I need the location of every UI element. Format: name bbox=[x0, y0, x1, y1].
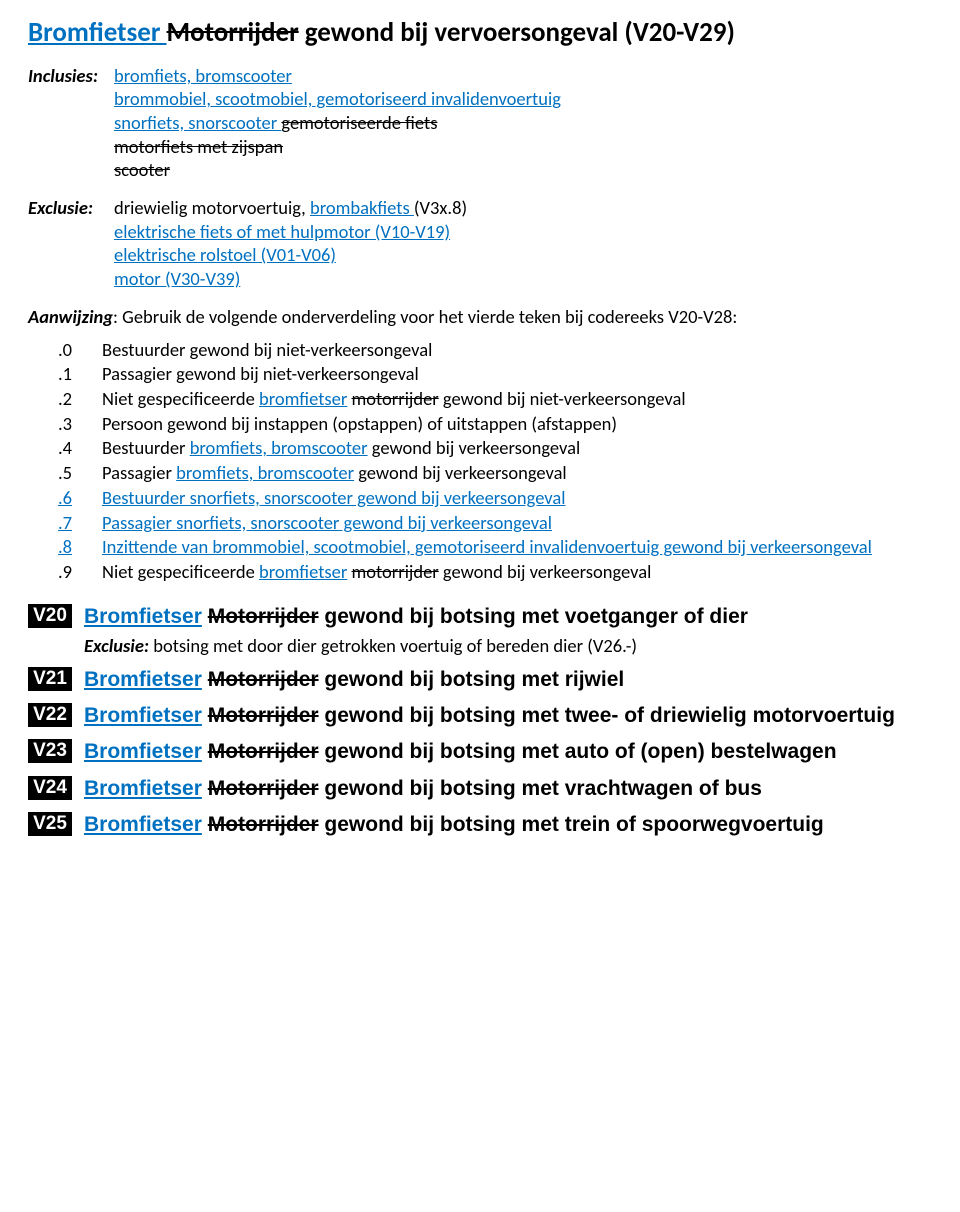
inclusies-block: Inclusies: bromfiets, bromscooterbrommob… bbox=[28, 64, 932, 182]
code-row: V25 Bromfietser Motorrijder gewond bij bo… bbox=[28, 812, 932, 838]
subdivision-number: .1 bbox=[28, 362, 102, 386]
subdivision-text: Passagier bromfiets, bromscooter gewond … bbox=[102, 461, 932, 485]
subdivision-number: .6 bbox=[28, 486, 102, 510]
subdivision-text: Niet gespecificeerde bromfietser motorri… bbox=[102, 560, 932, 584]
subdivision-number: .0 bbox=[28, 338, 102, 362]
exclusie-label: Exclusie: bbox=[28, 196, 114, 291]
code-row: V21 Bromfietser Motorrijder gewond bij bo… bbox=[28, 667, 932, 693]
aanwijzing-label: Aanwijzing bbox=[28, 305, 113, 328]
code-body: Bromfietser Motorrijder gewond bij botsi… bbox=[84, 703, 932, 729]
code-list: V20 Bromfietser Motorrijder gewond bij bo… bbox=[28, 604, 932, 839]
code-badge: V23 bbox=[28, 739, 72, 763]
meta-line: motor (V30-V39) bbox=[114, 267, 932, 291]
code-row: V20 Bromfietser Motorrijder gewond bij bo… bbox=[28, 604, 932, 657]
subdivision-row: .4Bestuurder bromfiets, bromscooter gewo… bbox=[28, 436, 932, 460]
code-badge: V22 bbox=[28, 703, 72, 727]
code-row: V22 Bromfietser Motorrijder gewond bij bo… bbox=[28, 703, 932, 729]
subdivision-number: .2 bbox=[28, 387, 102, 411]
meta-line: elektrische rolstoel (V01-V06) bbox=[114, 243, 932, 267]
subdivision-number: .4 bbox=[28, 436, 102, 460]
subdivision-row: .7Passagier snorfiets, snorscooter gewon… bbox=[28, 511, 932, 535]
subdivision-text: Niet gespecificeerde bromfietser motorri… bbox=[102, 387, 932, 411]
code-title: Bromfietser Motorrijder gewond bij botsi… bbox=[84, 703, 932, 729]
code-title: Bromfietser Motorrijder gewond bij botsi… bbox=[84, 812, 932, 838]
subdivision-text: Inzittende van brommobiel, scootmobiel, … bbox=[102, 535, 932, 559]
subdivision-row: .2Niet gespecificeerde bromfietser motor… bbox=[28, 387, 932, 411]
code-note: Exclusie: botsing met door dier getrokke… bbox=[84, 634, 932, 657]
code-badge: V25 bbox=[28, 812, 72, 836]
code-body: Bromfietser Motorrijder gewond bij botsi… bbox=[84, 812, 932, 838]
meta-line: snorfiets, snorscooter gemotoriseerde fi… bbox=[114, 111, 932, 135]
subdivision-text: Bestuurder gewond bij niet-verkeersongev… bbox=[102, 338, 932, 362]
exclusie-body: driewielig motorvoertuig, brombakfiets (… bbox=[114, 196, 932, 291]
code-title: Bromfietser Motorrijder gewond bij botsi… bbox=[84, 604, 932, 630]
code-body: Bromfietser Motorrijder gewond bij botsi… bbox=[84, 667, 932, 693]
subdivision-row: .8Inzittende van brommobiel, scootmobiel… bbox=[28, 535, 932, 559]
code-title: Bromfietser Motorrijder gewond bij botsi… bbox=[84, 667, 932, 693]
code-badge: V24 bbox=[28, 776, 72, 800]
document-page: Bromfietser Motorrijder gewond bij vervo… bbox=[0, 0, 960, 878]
subdivision-row: .1Passagier gewond bij niet-verkeersonge… bbox=[28, 362, 932, 386]
code-badge: V21 bbox=[28, 667, 72, 691]
meta-line: motorfiets met zijspan bbox=[114, 135, 932, 159]
subdivision-text: Passagier snorfiets, snorscooter gewond … bbox=[102, 511, 932, 535]
meta-line: scooter bbox=[114, 158, 932, 182]
meta-line: elektrische fiets of met hulpmotor (V10-… bbox=[114, 220, 932, 244]
subdivision-text: Bestuurder bromfiets, bromscooter gewond… bbox=[102, 436, 932, 460]
inclusies-body: bromfiets, bromscooterbrommobiel, scootm… bbox=[114, 64, 932, 182]
subdivision-number: .3 bbox=[28, 412, 102, 436]
subdivision-number: .5 bbox=[28, 461, 102, 485]
inclusies-label: Inclusies: bbox=[28, 64, 114, 182]
subdivision-number: .7 bbox=[28, 511, 102, 535]
code-title: Bromfietser Motorrijder gewond bij botsi… bbox=[84, 739, 932, 765]
code-body: Bromfietser Motorrijder gewond bij botsi… bbox=[84, 776, 932, 802]
aanwijzing-text: : Gebruik de volgende onderverdeling voo… bbox=[113, 305, 737, 328]
code-body: Bromfietser Motorrijder gewond bij botsi… bbox=[84, 604, 932, 657]
subdivision-number: .9 bbox=[28, 560, 102, 584]
subdivision-row: .6Bestuurder snorfiets, snorscooter gewo… bbox=[28, 486, 932, 510]
subdivision-row: .9Niet gespecificeerde bromfietser motor… bbox=[28, 560, 932, 584]
subdivision-row: .0Bestuurder gewond bij niet-verkeersong… bbox=[28, 338, 932, 362]
aanwijzing: Aanwijzing: Gebruik de volgende onderver… bbox=[28, 305, 932, 328]
code-body: Bromfietser Motorrijder gewond bij botsi… bbox=[84, 739, 932, 765]
section-title: Bromfietser Motorrijder gewond bij vervo… bbox=[28, 16, 932, 50]
code-badge: V20 bbox=[28, 604, 72, 628]
subdivision-text: Passagier gewond bij niet-verkeersongeva… bbox=[102, 362, 932, 386]
subdivision-text: Bestuurder snorfiets, snorscooter gewond… bbox=[102, 486, 932, 510]
meta-line: bromfiets, bromscooter bbox=[114, 64, 932, 88]
subdivision-number: .8 bbox=[28, 535, 102, 559]
subdivision-text: Persoon gewond bij instappen (opstappen)… bbox=[102, 412, 932, 436]
subdivision-list: .0Bestuurder gewond bij niet-verkeersong… bbox=[28, 338, 932, 584]
meta-line: driewielig motorvoertuig, brombakfiets (… bbox=[114, 196, 932, 220]
code-row: V24 Bromfietser Motorrijder gewond bij bo… bbox=[28, 776, 932, 802]
code-title: Bromfietser Motorrijder gewond bij botsi… bbox=[84, 776, 932, 802]
exclusie-block: Exclusie: driewielig motorvoertuig, brom… bbox=[28, 196, 932, 291]
subdivision-row: .3Persoon gewond bij instappen (opstappe… bbox=[28, 412, 932, 436]
meta-line: brommobiel, scootmobiel, gemotoriseerd i… bbox=[114, 87, 932, 111]
subdivision-row: .5Passagier bromfiets, bromscooter gewon… bbox=[28, 461, 932, 485]
code-row: V23 Bromfietser Motorrijder gewond bij bo… bbox=[28, 739, 932, 765]
